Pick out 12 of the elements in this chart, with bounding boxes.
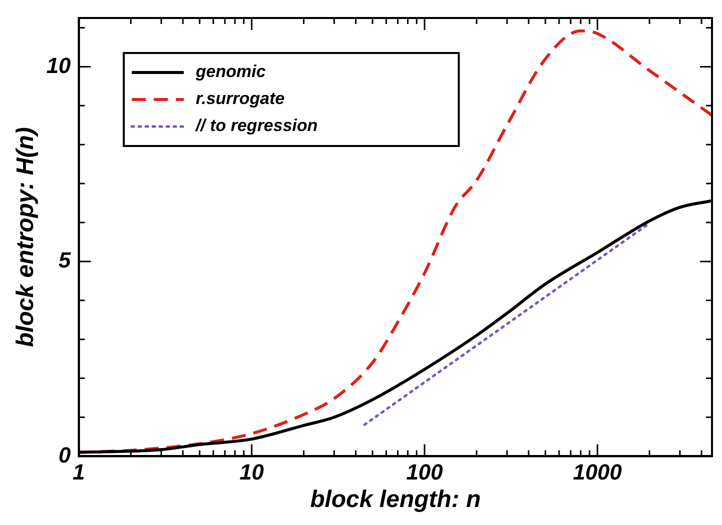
legend-label: genomic	[194, 62, 266, 82]
legend-label: r.surrogate	[196, 89, 285, 108]
y-tick-label: 5	[58, 248, 72, 273]
y-tick-label: 10	[46, 52, 72, 78]
x-tick-label: 1000	[572, 459, 623, 484]
x-axis-title: block length: n	[310, 486, 481, 514]
x-tick-label: 10	[239, 459, 265, 484]
x-tick-label: 1	[72, 459, 85, 484]
y-axis-title: block entropy: H(n)	[12, 127, 40, 348]
legend-label: // to regression	[194, 116, 318, 136]
y-tick-label: 0	[58, 442, 72, 468]
x-tick-label: 100	[406, 459, 444, 484]
